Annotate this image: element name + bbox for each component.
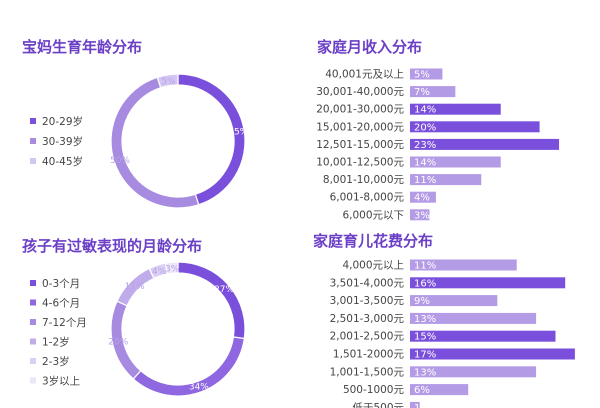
spending-bar-4 [410, 330, 556, 342]
income-value-label-7: 4% [414, 193, 430, 204]
spending-value-label-6: 13% [414, 367, 436, 378]
spending-value-label-5: 17% [414, 350, 436, 361]
mother-age-slice-label-0: 45% [228, 127, 248, 137]
spending-category-0: 4,000元以上 [342, 260, 404, 272]
allergy-age-slice-label-0: 27% [214, 285, 234, 295]
spending-bar-5 [410, 348, 575, 360]
title-allergy-age: 孩子有过敏表现的月龄分布 [22, 237, 202, 255]
spending-bar-7 [410, 384, 469, 396]
bars-household-income: 40,001元及以上 5% 30,001-40,000元 7% 20,001-30,00… [316, 68, 560, 221]
mother-age-legend-swatch-1 [30, 138, 36, 144]
legend-allergy-age: 0-3个月 4-6个月 7-12个月 1-2岁 2-3岁 3岁以上 [30, 278, 87, 388]
spending-category-1: 3,501-4,000元 [330, 277, 405, 289]
income-category-7: 6,001-8,000元 [330, 192, 405, 204]
allergy-age-slice-0 [177, 261, 246, 340]
income-category-4: 12,501-15,000元 [316, 139, 404, 151]
allergy-age-slice-label-2: 20% [108, 337, 128, 347]
income-category-1: 30,001-40,000元 [316, 86, 404, 98]
spending-bar-2 [410, 295, 498, 307]
mother-age-slice-label-1: 50% [110, 156, 130, 166]
spending-bar-0 [410, 259, 517, 271]
allergy-age-slice-label-3: 11% [125, 282, 145, 292]
allergy-age-slice-label-1: 34% [189, 382, 209, 392]
mother-age-slice-1 [110, 76, 200, 209]
spending-value-label-0: 11% [414, 261, 436, 272]
income-value-label-5: 14% [414, 158, 436, 169]
spending-category-4: 2,001-2,500元 [330, 331, 405, 343]
income-bar-4 [410, 138, 560, 150]
income-bar-6 [410, 174, 482, 186]
income-category-3: 15,001-20,000元 [316, 121, 404, 133]
donut-allergy-age: 27% 34% 20% 11% 4%3% [108, 261, 246, 397]
allergy-age-legend-label-5: 3岁以上 [42, 375, 80, 388]
income-bar-1 [410, 86, 456, 98]
income-value-label-1: 7% [414, 87, 430, 98]
mother-age-legend-label-0: 20-29岁 [42, 115, 83, 128]
spending-value-label-4: 15% [414, 332, 436, 343]
allergy-age-legend-swatch-4 [30, 358, 36, 364]
allergy-age-slice-5 [164, 261, 179, 275]
spending-value-label-3: 13% [414, 314, 436, 325]
income-bar-2 [410, 103, 501, 115]
income-value-label-2: 14% [414, 105, 436, 116]
income-value-label-8: 3% [414, 210, 430, 221]
spending-bar-8 [410, 401, 420, 408]
title-childcare-spending: 家庭育儿花费分布 [313, 232, 433, 250]
title-mother-age: 宝妈生育年龄分布 [22, 38, 142, 56]
income-category-5: 10,001-12,500元 [316, 157, 404, 169]
allergy-age-legend-swatch-1 [30, 299, 36, 306]
title-household-income: 家庭月收入分布 [317, 38, 422, 56]
allergy-age-slice-label-4: 4% [152, 267, 167, 277]
income-value-label-3: 20% [414, 122, 436, 133]
spending-value-label-7: 6% [414, 385, 430, 396]
mother-age-legend-label-2: 40-45岁 [42, 155, 83, 168]
allergy-age-legend-swatch-5 [30, 377, 36, 384]
allergy-age-legend-label-3: 1-2岁 [42, 336, 70, 349]
spending-value-label-8: 1% [414, 403, 430, 408]
allergy-age-legend-swatch-0 [30, 280, 36, 286]
spending-value-label-2: 9% [414, 296, 430, 307]
mother-age-legend-label-1: 30-39岁 [42, 135, 83, 148]
allergy-age-legend-swatch-3 [30, 338, 36, 345]
spending-category-6: 1,001-1,500元 [330, 366, 405, 378]
income-bar-0 [410, 68, 443, 80]
income-bar-5 [410, 156, 501, 168]
mother-age-slice-0 [177, 73, 246, 206]
spending-bar-6 [410, 366, 537, 378]
spending-category-5: 1,501-2000元 [333, 349, 405, 361]
income-category-0: 40,001元及以上 [325, 69, 404, 81]
income-bar-7 [410, 191, 436, 203]
allergy-age-legend-label-2: 7-12个月 [42, 317, 87, 329]
income-category-8: 6,000元以下 [342, 209, 404, 221]
income-category-6: 8,001-10,000元 [323, 174, 405, 186]
allergy-age-legend-label-1: 4-6个月 [42, 298, 80, 310]
allergy-age-legend-label-4: 2-3岁 [42, 355, 70, 368]
spending-bar-1 [410, 277, 566, 289]
allergy-age-slice-label-5: 3% [165, 264, 180, 274]
spending-category-3: 2,501-3,000元 [330, 313, 405, 325]
spending-category-2: 3,001-3,500元 [330, 295, 405, 307]
spending-bar-3 [410, 312, 537, 324]
spending-category-8: 低于500元 [352, 401, 404, 408]
donut-mother-age: 45% 50% 5% [110, 73, 249, 209]
income-bar-3 [410, 121, 540, 133]
income-bar-8 [410, 209, 430, 221]
spending-value-label-1: 16% [414, 278, 436, 289]
income-value-label-0: 5% [414, 70, 430, 81]
mother-age-slice-label-2: 5% [161, 77, 176, 87]
legend-mother-age: 20-29岁 30-39岁 40-45岁 [30, 115, 83, 168]
allergy-age-legend-label-0: 0-3个月 [42, 278, 80, 290]
spending-category-7: 500-1000元 [343, 384, 405, 396]
allergy-age-legend-swatch-2 [30, 319, 36, 325]
income-value-label-4: 23% [414, 140, 436, 151]
income-category-2: 20,001-30,000元 [316, 104, 404, 116]
bars-childcare-spending: 4,000元以上 11% 3,501-4,000元 16% 3,001-3,500元 9%… [330, 259, 575, 408]
mother-age-legend-swatch-2 [30, 158, 36, 164]
income-value-label-6: 11% [414, 175, 436, 186]
mother-age-slice-2 [156, 73, 179, 89]
mother-age-legend-swatch-0 [30, 118, 36, 124]
